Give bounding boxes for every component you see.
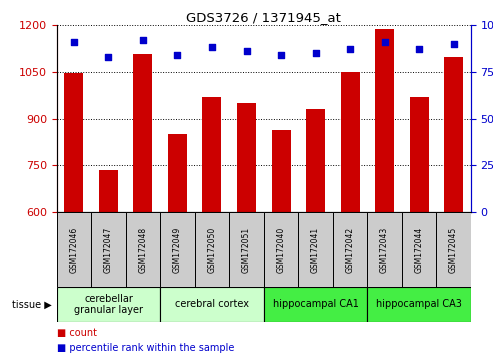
Bar [436,212,471,287]
Bar [91,212,126,287]
Text: tissue ▶: tissue ▶ [12,299,52,309]
Bar [306,109,325,212]
Bar [298,212,333,287]
Point [312,50,319,56]
Text: hippocampal CA1: hippocampal CA1 [273,299,358,309]
Text: GSM172049: GSM172049 [173,227,182,273]
Bar [99,170,118,212]
Point [70,39,78,45]
Point [415,46,423,52]
Text: GSM172041: GSM172041 [311,227,320,273]
Text: GSM172045: GSM172045 [449,227,458,273]
Bar [203,97,221,212]
Bar [341,72,359,212]
Point [174,52,181,58]
Title: GDS3726 / 1371945_at: GDS3726 / 1371945_at [186,11,341,24]
Bar [57,212,91,287]
Point [208,45,216,50]
Bar [126,212,160,287]
Text: ■ percentile rank within the sample: ■ percentile rank within the sample [57,343,234,353]
Text: GSM172050: GSM172050 [208,227,216,273]
Bar [333,212,367,287]
Point [243,48,250,54]
Point [277,52,285,58]
Bar [160,212,195,287]
Point [346,46,354,52]
Bar [264,212,298,287]
Text: GSM172043: GSM172043 [380,227,389,273]
Point [450,41,458,46]
Bar [272,131,290,212]
Bar [402,212,436,287]
Text: GSM172047: GSM172047 [104,227,113,273]
Point [381,39,388,45]
Bar [367,287,471,322]
Point [105,54,112,59]
Text: GSM172051: GSM172051 [242,227,251,273]
Text: GSM172044: GSM172044 [415,227,423,273]
Text: hippocampal CA3: hippocampal CA3 [376,299,462,309]
Point [139,37,147,42]
Bar [168,134,187,212]
Text: cerebellar
granular layer: cerebellar granular layer [74,293,143,315]
Bar [410,97,428,212]
Text: GSM172040: GSM172040 [277,227,285,273]
Bar [229,212,264,287]
Bar [65,73,83,212]
Text: cerebral cortex: cerebral cortex [175,299,249,309]
Text: ■ count: ■ count [57,328,97,338]
Bar [134,53,152,212]
Bar [237,103,256,212]
Bar [57,287,160,322]
Bar [444,57,463,212]
Text: GSM172042: GSM172042 [346,227,354,273]
Bar [160,287,264,322]
Text: GSM172046: GSM172046 [70,227,78,273]
Bar [367,212,402,287]
Bar [264,287,367,322]
Bar [375,29,394,212]
Text: GSM172048: GSM172048 [139,227,147,273]
Bar [195,212,229,287]
